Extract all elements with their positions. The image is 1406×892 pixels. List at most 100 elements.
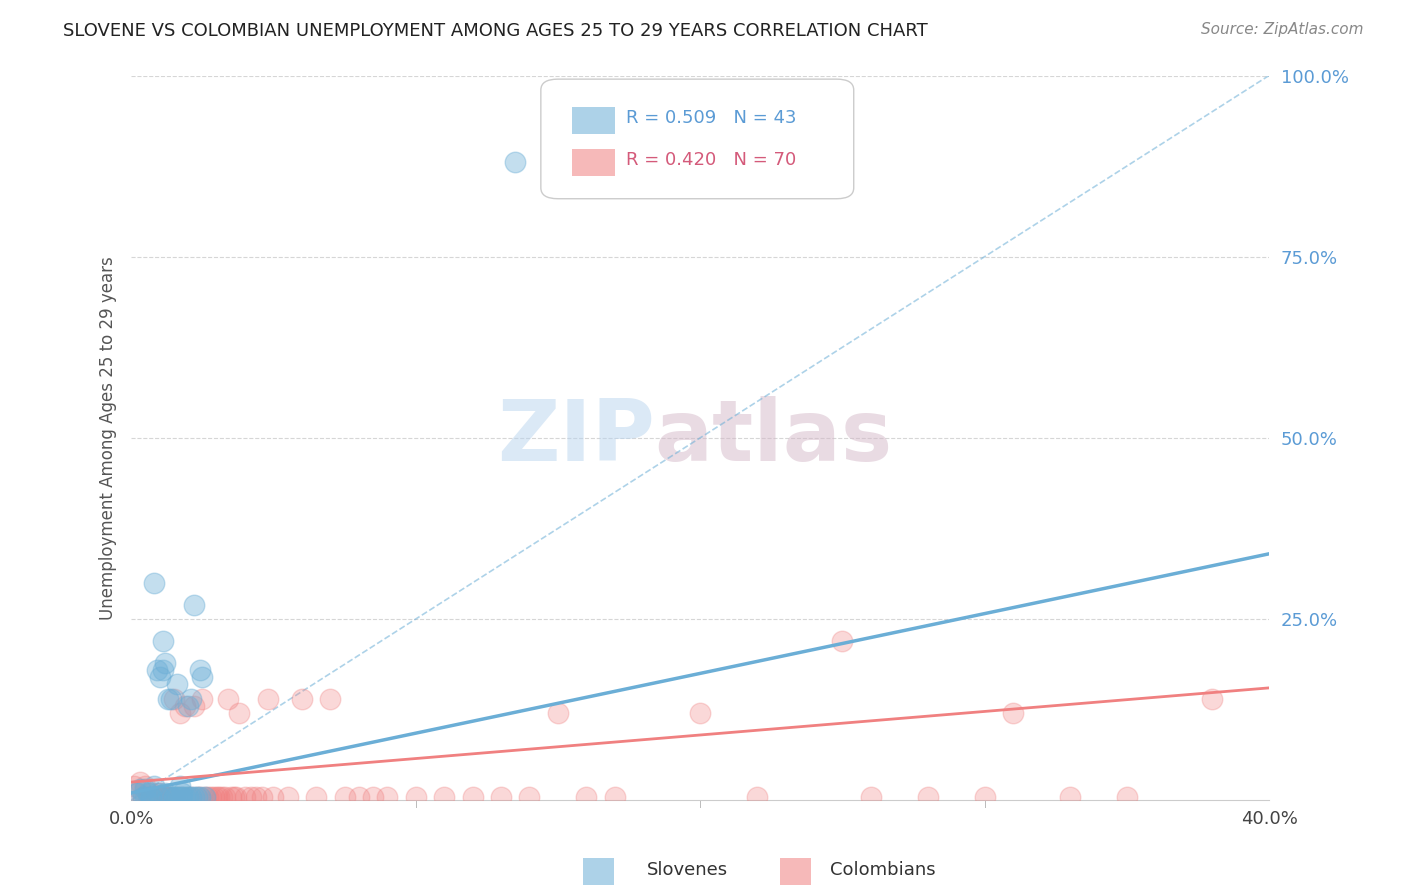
Point [166,677,188,691]
Point [202,789,225,804]
Point [177,789,200,804]
FancyBboxPatch shape [541,79,853,199]
Point [172,789,194,804]
Point [603,789,626,804]
Point [136,786,159,800]
Point [152,789,174,804]
Point [146,786,169,800]
Point [200,789,222,804]
Point [433,789,456,804]
Point [245,789,267,804]
Point [291,691,314,706]
Point [575,789,598,804]
Point [917,789,939,804]
Point [155,786,177,800]
Point [131,789,153,804]
Point [172,789,194,804]
Point [225,789,247,804]
Point [208,789,231,804]
Point [831,633,853,648]
Point [217,691,239,706]
Point [186,789,208,804]
Point [180,691,202,706]
Point [163,789,186,804]
Point [188,663,211,677]
Text: Colombians: Colombians [830,861,935,879]
Point [155,656,177,670]
Text: Slovenes: Slovenes [647,861,728,879]
Text: atlas: atlas [655,396,893,479]
Point [155,789,177,804]
Point [1059,789,1081,804]
Point [169,706,191,721]
Point [169,779,191,793]
Point [177,698,200,713]
Point [160,789,183,804]
Point [183,598,205,612]
Point [160,691,183,706]
Point [128,775,150,789]
Point [157,789,180,804]
Bar [572,149,614,177]
Text: R = 0.509   N = 43: R = 0.509 N = 43 [626,109,797,127]
Point [128,782,150,797]
Point [239,789,262,804]
Point [461,789,484,804]
Text: Source: ZipAtlas.com: Source: ZipAtlas.com [1201,22,1364,37]
Point [141,786,163,800]
Text: SLOVENE VS COLOMBIAN UNEMPLOYMENT AMONG AGES 25 TO 29 YEARS CORRELATION CHART: SLOVENE VS COLOMBIAN UNEMPLOYMENT AMONG … [63,22,928,40]
Point [134,789,156,804]
Point [375,789,398,804]
Point [149,789,172,804]
Text: R = 0.420   N = 70: R = 0.420 N = 70 [626,151,796,169]
Point [1001,706,1024,721]
Point [489,789,512,804]
Point [1201,691,1223,706]
Point [169,789,191,804]
Point [174,789,197,804]
Point [973,789,995,804]
Point [146,789,169,804]
Point [172,786,194,800]
Point [233,789,256,804]
Point [256,691,278,706]
Point [859,789,882,804]
Point [228,706,250,721]
Point [205,789,228,804]
Point [183,789,205,804]
Point [180,789,202,804]
Point [222,789,245,804]
Point [191,691,214,706]
Point [405,789,427,804]
Point [166,789,188,804]
Point [125,786,148,800]
Point [361,789,384,804]
Point [141,789,163,804]
Point [219,789,242,804]
Point [519,789,541,804]
Point [503,155,526,169]
Point [347,789,370,804]
Point [152,663,174,677]
Point [163,789,186,804]
Point [186,789,208,804]
Point [745,789,768,804]
Point [131,789,153,804]
Point [143,789,166,804]
Point [194,789,217,804]
Point [122,779,145,793]
Point [149,670,172,684]
Point [166,789,188,804]
Point [188,789,211,804]
Point [177,789,200,804]
Point [136,789,159,804]
Point [157,789,180,804]
Point [143,575,166,590]
Point [141,789,163,804]
Point [160,789,183,804]
Point [1115,789,1137,804]
Point [174,698,197,713]
Point [547,706,569,721]
Bar [572,107,614,135]
Y-axis label: Unemployment Among Ages 25 to 29 years: Unemployment Among Ages 25 to 29 years [100,256,117,620]
